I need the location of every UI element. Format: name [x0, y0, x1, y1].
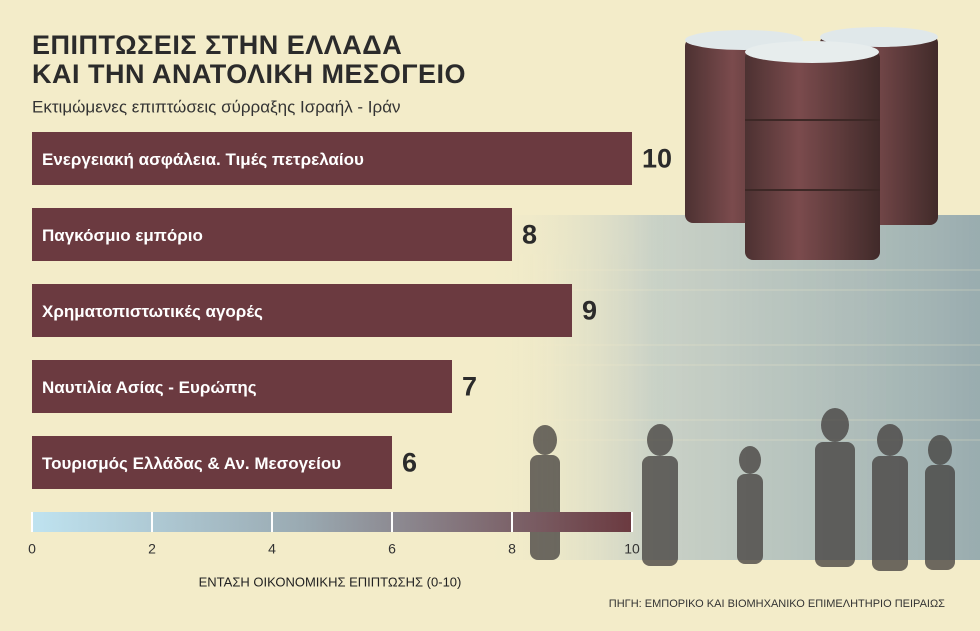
x-tick-label: 2: [148, 541, 156, 557]
bar: [32, 132, 632, 185]
value-label: 10: [642, 144, 672, 174]
value-label: 6: [402, 448, 417, 478]
x-tick-label: 6: [388, 541, 396, 557]
x-tick-label: 8: [508, 541, 516, 557]
x-tick-label: 10: [624, 541, 640, 557]
x-tick-label: 4: [268, 541, 276, 557]
category-label: Ναυτιλία Ασίας - Ευρώπης: [42, 378, 257, 397]
value-label: 9: [582, 296, 597, 326]
category-label: Ενεργειακή ασφάλεια. Τιμές πετρελαίου: [42, 150, 364, 169]
category-label: Παγκόσμιο εμπόριο: [42, 226, 203, 245]
bar: [32, 360, 452, 413]
category-label: Χρηματοπιστωτικές αγορές: [42, 302, 263, 321]
chart-title: ΚΑΙ ΤΗΝ ΑΝΑΤΟΛΙΚΗ ΜΕΣΟΓΕΙΟ: [32, 59, 466, 89]
x-tick-label: 0: [28, 541, 36, 557]
bar: [32, 208, 512, 261]
chart-subtitle: Εκτιμώμενες επιπτώσεις σύρραξης Ισραήλ -…: [32, 97, 401, 116]
value-label: 8: [522, 220, 537, 250]
chart-title: ΕΠΙΠΤΩΣΕΙΣ ΣΤΗΝ ΕΛΛΑΔΑ: [32, 30, 402, 60]
decoration: [480, 27, 980, 571]
bar: [32, 436, 392, 489]
source: ΠΗΓΗ: ΕΜΠΟΡΙΚΟ ΚΑΙ ΒΙΟΜΗΧΑΝΙΚΟ ΕΠΙΜΕΛΗΤΗ…: [609, 598, 945, 610]
x-axis-label: ΕΝΤΑΣΗ ΟΙΚΟΝΟΜΙΚΗΣ ΕΠΙΠΤΩΣΗΣ (0-10): [199, 574, 462, 589]
category-label: Τουρισμός Ελλάδας & Αν. Μεσογείου: [42, 454, 341, 473]
scale-strip: [32, 512, 632, 532]
bar: [32, 284, 572, 337]
value-label: 7: [462, 372, 477, 402]
